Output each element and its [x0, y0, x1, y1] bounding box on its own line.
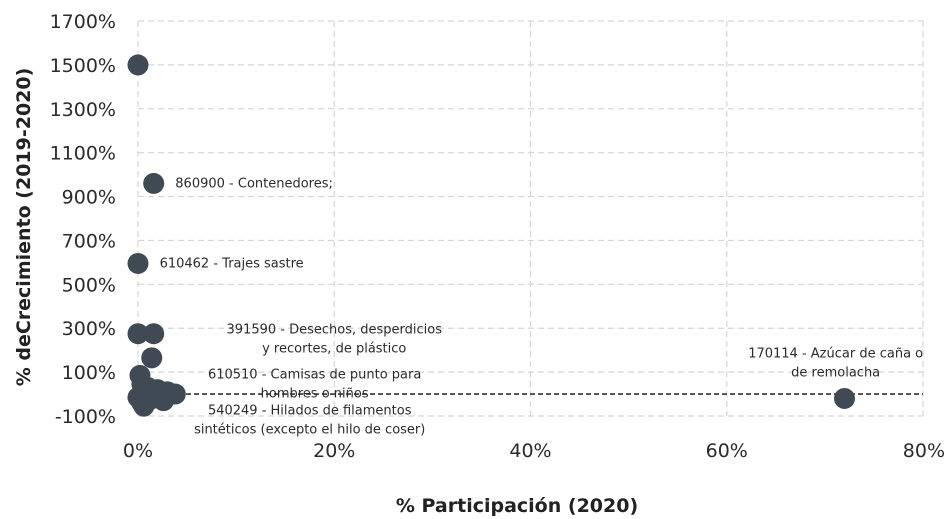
x-axis-title: % Participación (2020) [396, 495, 638, 517]
data-point [834, 387, 855, 409]
y-tick-label: 100% [62, 362, 116, 384]
data-label: sintéticos (excepto el hilo de coser) [194, 423, 425, 438]
data-label: y recortes, de plástico [262, 341, 406, 356]
data-label: 540249 - Hilados de filamentos [208, 404, 412, 419]
data-point [141, 347, 163, 369]
y-tick-label: 1500% [50, 55, 116, 77]
data-label: 391590 - Desechos, desperdicios [227, 322, 443, 337]
data-points [127, 54, 855, 417]
data-label: 610462 - Trajes sastre [160, 256, 304, 271]
data-label: 170114 - Azúcar de caña o [748, 346, 923, 361]
y-tick-label: -100% [55, 406, 116, 428]
x-tick-label: 80% [903, 440, 945, 462]
data-point [127, 54, 149, 76]
data-point [127, 386, 149, 408]
x-tick-label: 0% [123, 440, 153, 462]
data-point [127, 252, 149, 274]
data-point [127, 323, 149, 345]
grid [137, 20, 924, 417]
data-label: 610510 - Camisas de punto para [208, 367, 421, 382]
data-label: 860900 - Contenedores; [175, 176, 333, 191]
data-point [143, 172, 165, 194]
y-tick-label: 500% [62, 274, 116, 296]
y-tick-label: 1700% [50, 11, 116, 33]
y-tick-label: 1100% [50, 143, 116, 165]
data-label: de remolacha [791, 365, 880, 380]
x-tick-label: 40% [509, 440, 551, 462]
data-point [143, 323, 165, 345]
y-tick-label: 700% [62, 230, 116, 252]
y-tick-label: 300% [62, 318, 116, 340]
data-label: hombres o niños [261, 386, 369, 401]
y-tick-label: 1300% [50, 99, 116, 121]
x-tick-label: 20% [313, 440, 355, 462]
annotations: 860900 - Contenedores; 610462 - Trajes sa… [160, 176, 924, 437]
x-tick-label: 60% [706, 440, 748, 462]
y-tick-label: 900% [62, 187, 116, 209]
tick-labels: -100% 100% 300% 500% 700% 900% 1100% 1300% 1500%… [50, 11, 945, 462]
y-axis-title: % deCrecimiento (2019-2020) [13, 68, 35, 387]
